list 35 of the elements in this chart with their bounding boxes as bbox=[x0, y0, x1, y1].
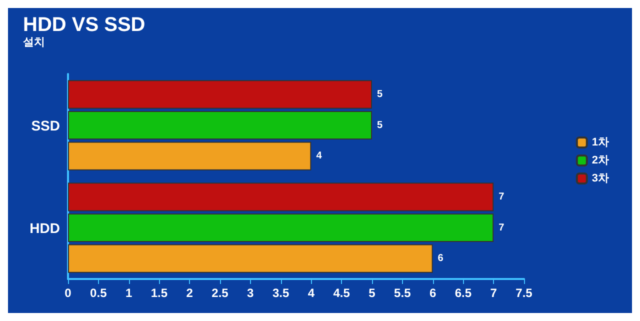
x-tick-label: 1 bbox=[125, 286, 132, 300]
bar bbox=[68, 182, 494, 212]
data-label: 5 bbox=[377, 88, 383, 100]
y-tick-label: SSD bbox=[31, 117, 60, 134]
x-tick-label: 3 bbox=[247, 286, 254, 300]
x-tick-label: 7 bbox=[490, 286, 498, 300]
x-tick-label: 7.5 bbox=[516, 286, 533, 300]
bar bbox=[68, 142, 312, 170]
bar bbox=[68, 244, 433, 273]
x-tick-label: 5.5 bbox=[394, 286, 412, 300]
x-tick-label: 3.5 bbox=[272, 286, 290, 300]
bar bbox=[68, 80, 372, 109]
chart-title: HDD VS SSD bbox=[23, 14, 146, 36]
bar bbox=[68, 213, 494, 242]
data-label: 7 bbox=[498, 191, 505, 202]
legend-label: 3차 bbox=[592, 172, 610, 184]
legend-label: 1차 bbox=[592, 136, 610, 148]
x-tick-label: 6 bbox=[429, 286, 436, 300]
x-tick-label: 2 bbox=[186, 286, 194, 300]
x-tick-label: 4.5 bbox=[333, 286, 350, 300]
data-label: 7 bbox=[498, 222, 505, 234]
data-label: 6 bbox=[438, 253, 444, 264]
x-tick-label: 0.5 bbox=[90, 286, 108, 300]
x-tick-label: 1.5 bbox=[150, 286, 168, 300]
x-tick-label: 6.5 bbox=[454, 286, 472, 300]
x-tick-label: 4 bbox=[308, 286, 315, 300]
x-tick-label: 5 bbox=[368, 286, 376, 300]
chart-subtitle: 설치 bbox=[22, 36, 45, 48]
legend-label: 2차 bbox=[592, 154, 610, 166]
data-label: 5 bbox=[377, 120, 383, 131]
bar bbox=[68, 110, 372, 140]
x-tick-label: 0 bbox=[64, 286, 72, 300]
y-tick-label: HDD bbox=[30, 220, 60, 236]
x-tick-label: 2.5 bbox=[212, 286, 229, 300]
data-label: 4 bbox=[316, 150, 322, 162]
